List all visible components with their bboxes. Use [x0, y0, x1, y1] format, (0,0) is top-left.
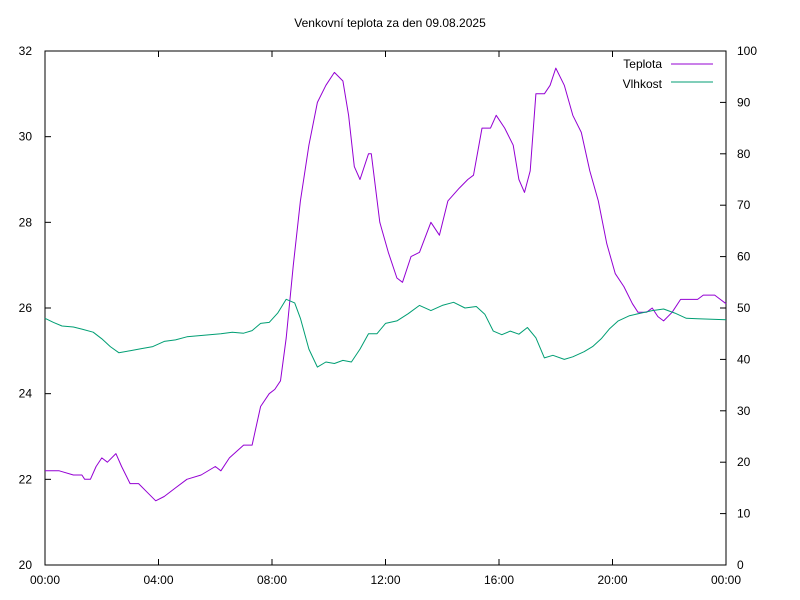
y2-tick-label: 60 [737, 250, 751, 264]
y2-tick-label: 50 [737, 301, 751, 315]
legend: Teplota Vlhkost [623, 57, 713, 91]
y-tick-label: 22 [19, 472, 33, 486]
y2-tick-label: 70 [737, 198, 751, 212]
x-tick-label: 04:00 [143, 573, 173, 587]
series-line-teplota [45, 67, 727, 502]
x-tick-label: 12:00 [370, 573, 400, 587]
y2-tick-label: 20 [737, 455, 751, 469]
x-tick-label: 00:00 [711, 573, 741, 587]
y2-tick-label: 80 [737, 147, 751, 161]
x-tick-label: 20:00 [597, 573, 627, 587]
bottom-axis: 00:00 04:00 08:00 12:00 16:00 20:00 00:00 [30, 51, 741, 587]
plot-frame [44, 50, 727, 566]
y2-tick-label: 10 [737, 507, 751, 521]
y-tick-label: 28 [19, 215, 33, 229]
legend-label-vlhkost: Vlhkost [623, 77, 663, 91]
y2-tick-label: 40 [737, 352, 751, 366]
series-layer [44, 67, 727, 502]
y-tick-label: 24 [19, 387, 33, 401]
y2-tick-label: 30 [737, 404, 751, 418]
y2-tick-label: 100 [737, 44, 757, 58]
left-axis: 20 22 24 26 28 30 32 [19, 44, 51, 572]
y-tick-label: 32 [19, 44, 33, 58]
legend-label-teplota: Teplota [623, 57, 662, 71]
x-tick-label: 00:00 [30, 573, 60, 587]
chart-title: Venkovní teplota za den 09.08.2025 [294, 16, 486, 30]
x-tick-label: 08:00 [257, 573, 287, 587]
y-tick-label: 20 [19, 558, 33, 572]
y-tick-label: 30 [19, 130, 33, 144]
series-line-vlhkost [44, 298, 727, 368]
y2-tick-label: 0 [737, 558, 744, 572]
y-tick-label: 26 [19, 301, 33, 315]
right-axis: 0 10 20 30 40 50 60 70 80 90 100 [720, 44, 757, 572]
x-tick-label: 16:00 [484, 573, 514, 587]
y2-tick-label: 90 [737, 95, 751, 109]
